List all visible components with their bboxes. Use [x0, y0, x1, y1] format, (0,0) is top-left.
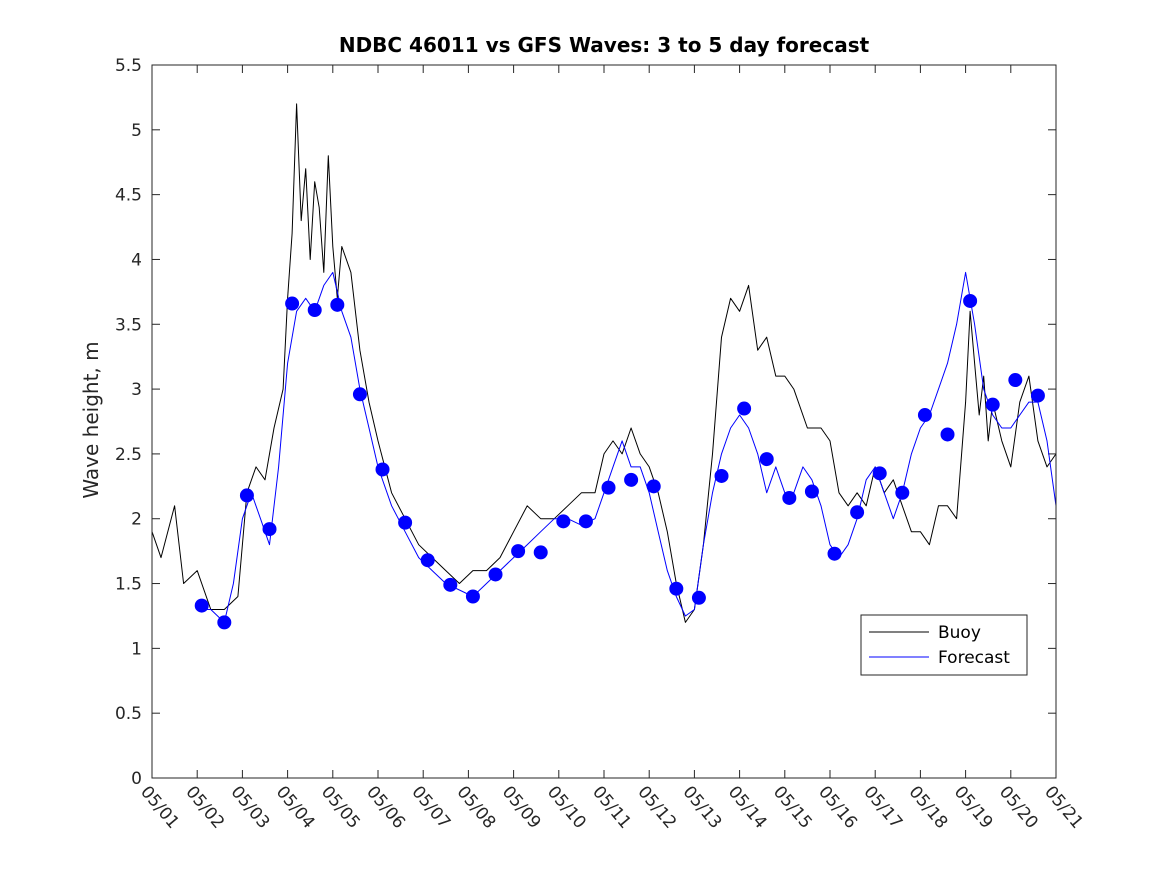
forecast-marker [556, 514, 571, 529]
y-tick-label: 5.5 [115, 56, 142, 76]
forecast-marker [194, 598, 209, 613]
legend-box [860, 614, 1028, 676]
forecast-marker [895, 485, 910, 500]
forecast-marker [963, 293, 978, 308]
forecast-marker [352, 387, 367, 402]
forecast-marker [375, 462, 390, 477]
series-line-buoy [151, 103, 1057, 623]
forecast-marker [691, 590, 706, 605]
forecast-marker [1030, 388, 1045, 403]
y-axis-label: Wave height, m [79, 341, 103, 498]
forecast-marker [850, 505, 865, 520]
forecast-marker [465, 589, 480, 604]
forecast-marker [759, 452, 774, 467]
forecast-marker [443, 577, 458, 592]
y-tick-label: 1 [131, 639, 142, 659]
forecast-marker [601, 480, 616, 495]
y-tick-label: 4 [131, 250, 142, 270]
forecast-marker [285, 296, 300, 311]
forecast-marker [217, 615, 232, 630]
forecast-marker [714, 468, 729, 483]
y-tick-label: 0.5 [115, 704, 142, 724]
y-tick-label: 0 [131, 769, 142, 789]
y-tick-label: 2.5 [115, 445, 142, 465]
legend-buoy-label: Buoy [938, 623, 981, 643]
forecast-marker [940, 427, 955, 442]
forecast-marker [669, 581, 684, 596]
forecast-marker [804, 484, 819, 499]
forecast-marker [239, 488, 254, 503]
y-tick-label: 5 [131, 121, 142, 141]
y-tick-label: 2 [131, 510, 142, 530]
forecast-marker [488, 567, 503, 582]
forecast-marker [782, 490, 797, 505]
forecast-marker [624, 472, 639, 487]
forecast-marker [420, 553, 435, 568]
legend-forecast-label: Forecast [938, 648, 1010, 668]
forecast-marker [737, 401, 752, 416]
forecast-marker [398, 515, 413, 530]
forecast-marker [1008, 373, 1023, 388]
forecast-marker [578, 514, 593, 529]
y-tick-label: 1.5 [115, 575, 142, 595]
chart-title: NDBC 46011 vs GFS Waves: 3 to 5 day fore… [339, 33, 870, 57]
y-tick-label: 4.5 [115, 186, 142, 206]
forecast-marker [985, 397, 1000, 412]
forecast-marker [533, 545, 548, 560]
forecast-marker [646, 479, 661, 494]
forecast-marker [872, 466, 887, 481]
forecast-marker [511, 544, 526, 559]
forecast-marker [917, 408, 932, 423]
forecast-marker [330, 297, 345, 312]
forecast-marker [827, 546, 842, 561]
plot-frame [151, 64, 1057, 779]
y-tick-label: 3.5 [115, 315, 142, 335]
forecast-marker [262, 522, 277, 537]
forecast-marker [307, 303, 322, 318]
y-tick-label: 3 [131, 380, 142, 400]
legend: Buoy Forecast [860, 614, 1028, 676]
